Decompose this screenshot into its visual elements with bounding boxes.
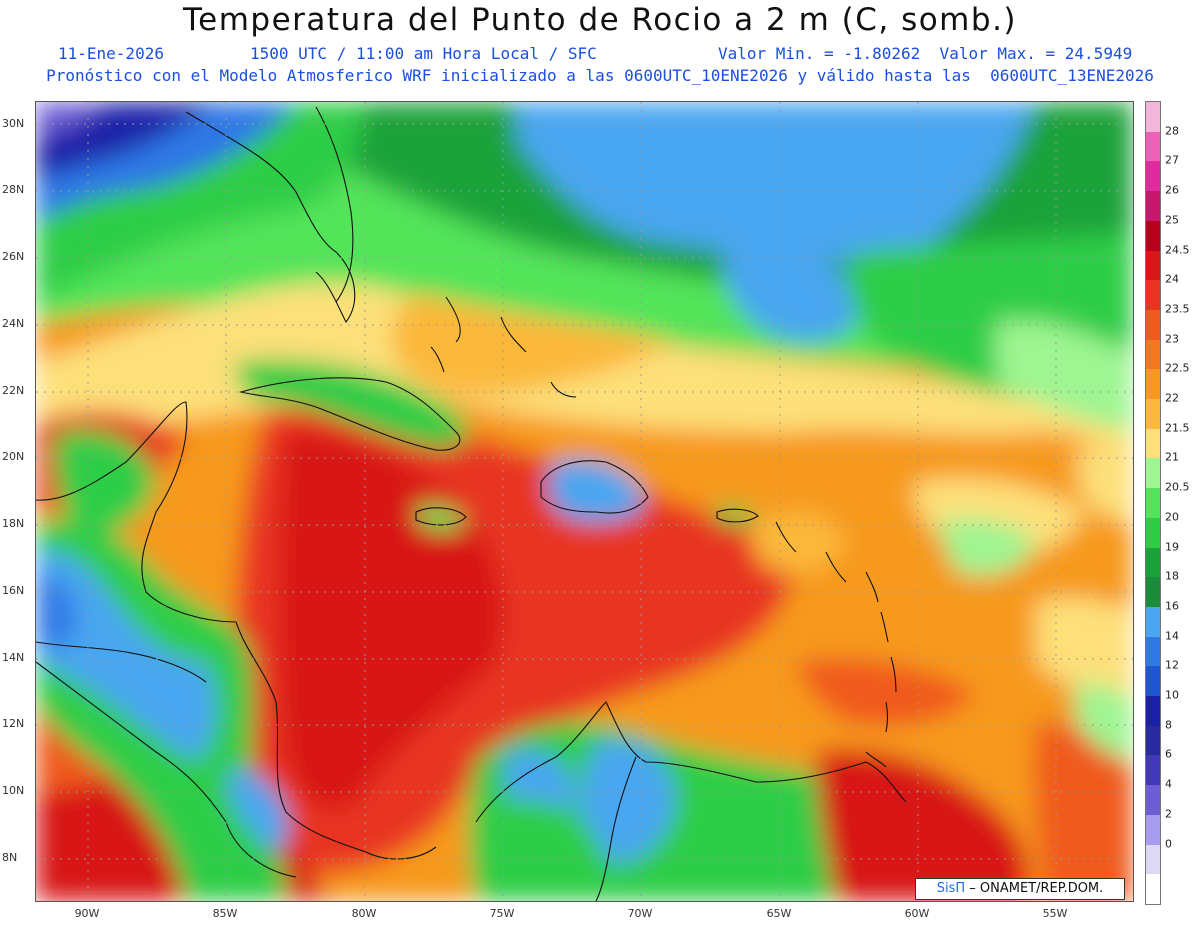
colorbar-segment	[1146, 844, 1160, 875]
colorbar-tick-label: 21.5	[1165, 421, 1190, 435]
colorbar-tick-label: 16	[1165, 599, 1179, 613]
lon-label: 70W	[627, 907, 653, 920]
coastlines	[36, 106, 907, 901]
colorbar-segment	[1146, 280, 1160, 311]
colorbar-tick-label: 28	[1165, 124, 1179, 138]
colorbar-segment	[1146, 488, 1160, 519]
colorbar-segment	[1146, 161, 1160, 192]
colorbar-segment	[1146, 606, 1160, 638]
colorbar-segment	[1146, 399, 1160, 430]
colorbar-segment	[1146, 666, 1160, 697]
colorbar-segment	[1146, 725, 1160, 756]
model-info: Pronóstico con el Modelo Atmosferico WRF…	[46, 66, 1154, 85]
lon-label: 55W	[1042, 907, 1068, 920]
lon-label: 80W	[351, 907, 377, 920]
colorbar-segment	[1146, 309, 1160, 341]
colorbar-segment	[1146, 755, 1160, 786]
colorbar-segment	[1146, 814, 1160, 846]
colorbar-tick-label: 19	[1165, 540, 1179, 554]
colorbar-tick-label: 18	[1165, 569, 1179, 583]
lon-label: 90W	[74, 907, 100, 920]
map-canvas	[36, 102, 1133, 901]
colorbar-tick-label: 10	[1165, 688, 1179, 702]
colorbar-segment	[1146, 636, 1160, 667]
colorbar-segment	[1146, 369, 1160, 400]
colorbar-segment	[1146, 339, 1160, 370]
lat-label: 14N	[2, 651, 25, 664]
forecast-time: 1500 UTC / 11:00 am Hora Local / SFC	[250, 44, 597, 63]
lat-label: 20N	[2, 450, 25, 463]
colorbar-tick-label: 27	[1165, 153, 1179, 167]
colorbar-tick-label: 25	[1165, 213, 1179, 227]
lon-label: 75W	[489, 907, 515, 920]
lat-label: 26N	[2, 250, 25, 263]
colorbar-tick-label: 22	[1165, 391, 1179, 405]
colorbar-segment	[1146, 577, 1160, 608]
lat-label: 30N	[2, 117, 25, 130]
colorbar-segment	[1146, 874, 1160, 905]
lat-label: 12N	[2, 717, 25, 730]
credit-text: – ONAMET/REP.DOM.	[969, 881, 1104, 896]
colorbar-tick-label: 12	[1165, 658, 1179, 672]
lon-label: 85W	[212, 907, 238, 920]
lat-label: 16N	[2, 584, 25, 597]
colorbar-tick-label: 4	[1165, 777, 1172, 791]
colorbar-tick-label: 6	[1165, 747, 1172, 761]
colorbar-tick-label: 23.5	[1165, 302, 1190, 316]
colorbar-tick-label: 23	[1165, 332, 1179, 346]
colorbar-segment	[1146, 131, 1160, 162]
colorbar-tick-label: 14	[1165, 629, 1179, 643]
colorbar-tick-label: 20.5	[1165, 480, 1190, 494]
lat-label: 28N	[2, 183, 25, 196]
lat-label: 22N	[2, 384, 25, 397]
lat-label: 8N	[2, 851, 18, 864]
lat-label: 24N	[2, 317, 25, 330]
colorbar-segment	[1146, 428, 1160, 459]
lat-label: 18N	[2, 517, 25, 530]
colorbar-tick-label: 22.5	[1165, 361, 1190, 375]
graticule	[36, 102, 1133, 901]
forecast-date: 11-Ene-2026	[58, 44, 164, 63]
map-title: Temperatura del Punto de Rocio a 2 m (C,…	[182, 2, 1018, 38]
dewpoint-map	[35, 101, 1134, 902]
colorbar-tick-label: 21	[1165, 450, 1179, 464]
colorbar-segment	[1146, 250, 1160, 281]
colorbar-tick-label: 2	[1165, 807, 1172, 821]
colorbar-segment	[1146, 517, 1160, 549]
value-range: Valor Min. = -1.80262 Valor Max. = 24.59…	[718, 44, 1133, 63]
sispi-logo: SisΠ	[936, 881, 966, 896]
colorbar-segment	[1146, 785, 1160, 816]
lon-label: 60W	[904, 907, 930, 920]
lat-label: 10N	[2, 784, 25, 797]
colorbar-segment	[1146, 191, 1160, 222]
colorbar-segment	[1146, 547, 1160, 578]
colorbar-tick-label: 20	[1165, 510, 1179, 524]
dewpoint-field	[36, 102, 1133, 901]
colorbar-segment	[1146, 696, 1160, 727]
colorbar-segment	[1146, 102, 1160, 133]
colorbar-tick-label: 0	[1165, 837, 1172, 851]
lon-label: 65W	[766, 907, 792, 920]
colorbar-tick-label: 24	[1165, 272, 1179, 286]
colorbar-tick-label: 24.5	[1165, 243, 1190, 257]
colorbar	[1145, 101, 1161, 905]
colorbar-segment	[1146, 458, 1160, 489]
credit-box: SisΠ – ONAMET/REP.DOM.	[915, 878, 1125, 900]
colorbar-tick-label: 8	[1165, 718, 1172, 732]
colorbar-tick-label: 26	[1165, 183, 1179, 197]
colorbar-segment	[1146, 220, 1160, 252]
